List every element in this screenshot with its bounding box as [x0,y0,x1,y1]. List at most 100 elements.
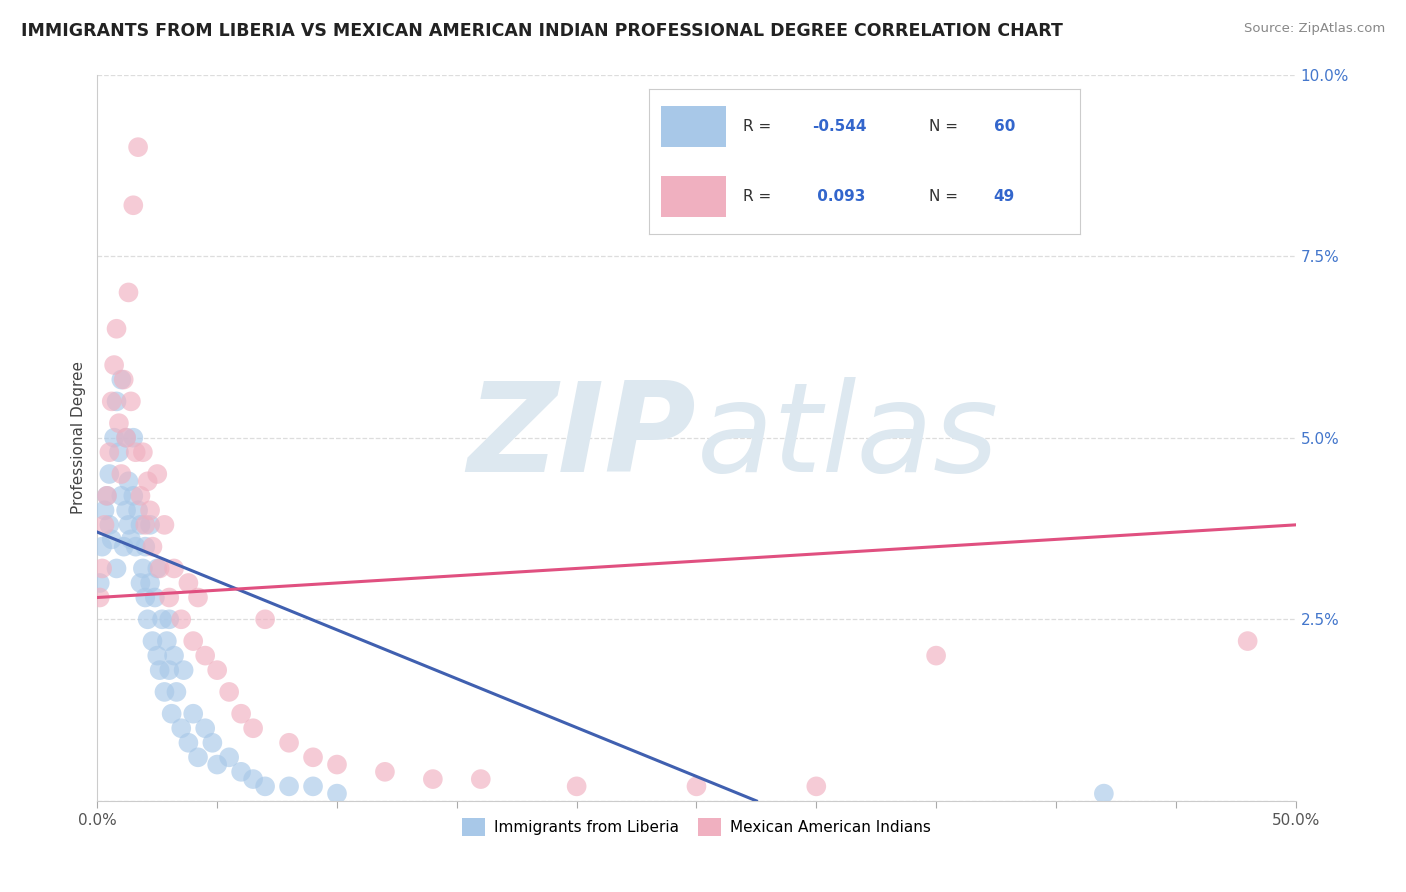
Legend: Immigrants from Liberia, Mexican American Indians: Immigrants from Liberia, Mexican America… [454,810,938,844]
Point [157,591,180,605]
Point [110,489,132,503]
Point [470,772,492,786]
Point [150,612,173,626]
Point [108,416,131,430]
Point [806,780,828,794]
Point [117,517,139,532]
Point [242,721,264,735]
Point [422,772,444,786]
Point [177,736,200,750]
Point [254,780,277,794]
Point [103,431,125,445]
Point [218,750,240,764]
Point [149,561,172,575]
Point [96,489,118,503]
Point [156,634,179,648]
Point [141,634,163,648]
Point [127,140,149,154]
Point [187,591,209,605]
Point [115,431,138,445]
Point [100,394,122,409]
Point [115,503,138,517]
Point [181,706,204,721]
Point [125,445,148,459]
Point [170,612,193,626]
Point [93,503,115,517]
Point [91,561,114,575]
Point [125,540,148,554]
Point [105,561,128,575]
Point [157,663,180,677]
Point [122,198,145,212]
Point [112,540,135,554]
Point [117,285,139,300]
Point [134,591,156,605]
Point [302,780,325,794]
Point [925,648,948,663]
Point [302,750,325,764]
Point [136,612,159,626]
Point [98,445,121,459]
Point [139,576,162,591]
Point [242,772,264,786]
Point [278,780,301,794]
Point [146,467,169,481]
Point [122,431,145,445]
Point [98,517,121,532]
Point [110,467,132,481]
Point [149,663,172,677]
Point [254,612,277,626]
Text: atlas: atlas [696,377,998,499]
Text: Source: ZipAtlas.com: Source: ZipAtlas.com [1244,22,1385,36]
Point [136,475,159,489]
Point [129,489,152,503]
Point [205,663,228,677]
Point [105,394,128,409]
Point [93,517,115,532]
Point [1092,787,1115,801]
Point [132,445,155,459]
Point [112,373,135,387]
Point [139,503,162,517]
Point [129,517,152,532]
Point [105,322,128,336]
Point [100,533,122,547]
Point [98,467,121,481]
Point [134,540,156,554]
Point [165,685,187,699]
Point [565,780,588,794]
Point [218,685,240,699]
Point [163,561,186,575]
Point [127,503,149,517]
Point [146,648,169,663]
Point [326,787,349,801]
Point [194,648,217,663]
Point [132,561,155,575]
Point [163,648,186,663]
Point [143,591,166,605]
Point [117,475,139,489]
Point [141,540,163,554]
Point [157,612,180,626]
Y-axis label: Professional Degree: Professional Degree [72,361,86,514]
Point [129,576,152,591]
Point [170,721,193,735]
Point [194,721,217,735]
Text: ZIP: ZIP [468,377,696,499]
Point [91,540,114,554]
Point [374,764,396,779]
Point [134,517,156,532]
Point [110,373,132,387]
Point [89,576,111,591]
Point [177,576,200,591]
Point [115,431,138,445]
Point [103,358,125,372]
Point [205,757,228,772]
Point [120,394,142,409]
Point [160,706,183,721]
Point [108,445,131,459]
Point [153,685,176,699]
Point [120,533,142,547]
Point [96,489,118,503]
Point [187,750,209,764]
